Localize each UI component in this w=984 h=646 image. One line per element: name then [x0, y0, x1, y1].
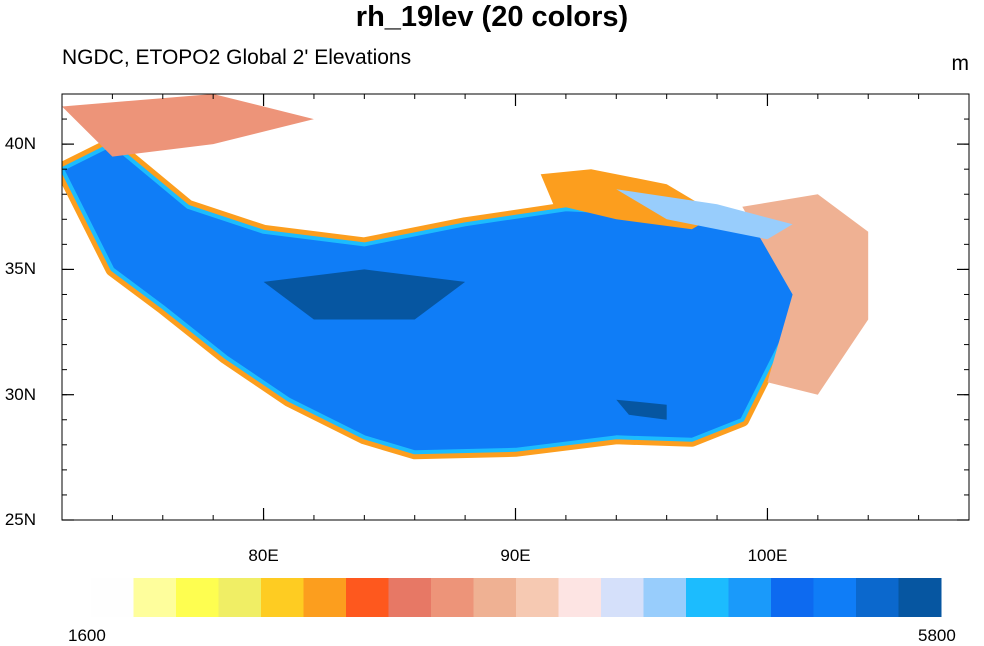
colorbar-swatch	[303, 578, 347, 617]
plot-area	[62, 94, 869, 460]
region-yarlung-valley	[616, 399, 667, 420]
colorbar-max-label: 5800	[918, 626, 956, 645]
y-tick-label: 30N	[4, 384, 36, 404]
colorbar-swatch	[728, 578, 772, 617]
colorbar-min-label: 1600	[68, 626, 106, 645]
colorbar-swatch	[516, 578, 559, 617]
region-eastern-highlands	[742, 194, 869, 395]
colorbar-swatch	[218, 578, 262, 617]
y-tick-label: 35N	[4, 259, 36, 279]
colorbar-swatch	[176, 578, 219, 617]
colorbar-swatch	[346, 578, 389, 617]
chart-subtitle: NGDC, ETOPO2 Global 2' Elevations	[62, 46, 412, 69]
colorbar-swatch	[473, 578, 517, 617]
colorbar-swatch	[643, 578, 687, 617]
region-qilian-ridge	[616, 189, 793, 240]
colorbar-swatch	[261, 578, 304, 617]
colorbar-swatch	[813, 578, 857, 617]
y-tick-label: 40N	[4, 134, 36, 154]
colorbar-swatch	[431, 578, 474, 617]
x-tick-label: 80E	[248, 546, 279, 565]
y-tick-label: 25N	[4, 510, 36, 529]
colorbar-swatch	[558, 578, 602, 617]
x-tick-label: 100E	[747, 546, 788, 565]
region-northern-qiang-tang	[263, 269, 466, 320]
colorbar-swatch	[771, 578, 814, 617]
colorbar-swatch	[601, 578, 644, 617]
colorbar-swatch	[856, 578, 899, 617]
units-label: m	[951, 52, 970, 75]
colorbar-swatch	[686, 578, 729, 617]
colorbar-swatch	[898, 578, 942, 617]
region-tarim-rim	[62, 94, 314, 157]
chart-title: rh_19lev (20 colors)	[355, 1, 629, 33]
colorbar-swatch	[91, 578, 134, 617]
colorbar-swatch	[133, 578, 177, 617]
colorbar-swatch	[388, 578, 432, 617]
x-tick-label: 90E	[500, 546, 531, 565]
